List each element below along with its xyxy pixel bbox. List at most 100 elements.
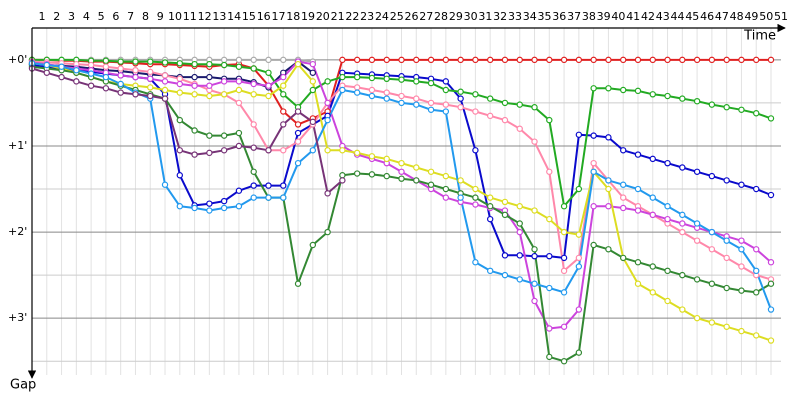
point (206, 60, 213, 68)
point (605, 85, 612, 92)
point (265, 56, 272, 64)
point (664, 203, 671, 210)
point (560, 323, 568, 330)
point (708, 319, 716, 326)
point (560, 254, 568, 262)
point (102, 85, 110, 92)
point (413, 95, 420, 102)
point (590, 241, 597, 249)
point (649, 289, 656, 296)
point (634, 151, 642, 158)
point (383, 95, 390, 102)
point (664, 297, 671, 305)
point (486, 267, 494, 275)
y-tick-label: +0' (8, 53, 27, 66)
point (117, 89, 124, 96)
point (753, 267, 760, 275)
point (531, 207, 538, 214)
point (368, 56, 376, 64)
point (73, 78, 80, 85)
point (339, 73, 346, 81)
point (457, 88, 464, 95)
point (87, 61, 95, 69)
point (560, 56, 568, 64)
point (753, 56, 760, 64)
x-tick-label: 6 (112, 10, 119, 23)
point (664, 215, 671, 223)
point (117, 58, 124, 65)
point (605, 134, 612, 141)
plot-area (28, 56, 775, 365)
point (516, 220, 523, 227)
point (265, 92, 272, 100)
point (575, 349, 583, 356)
x-tick-label: 31 (478, 10, 492, 23)
point (383, 75, 390, 83)
point (132, 73, 139, 81)
x-tick-label: 41 (626, 10, 640, 23)
point (280, 82, 287, 89)
point (679, 164, 686, 171)
point (398, 159, 405, 167)
point (575, 131, 583, 138)
point (620, 254, 627, 262)
point (265, 82, 272, 89)
point (546, 116, 553, 124)
x-tick-label: 33 (508, 10, 522, 23)
point (486, 95, 494, 102)
point (679, 271, 686, 279)
point (383, 56, 390, 64)
point (605, 177, 612, 184)
point (723, 104, 730, 111)
point (235, 78, 243, 85)
x-axis-title: Time (743, 29, 776, 44)
x-tick-label: 22 (345, 10, 359, 23)
point (664, 159, 671, 167)
point (472, 259, 479, 266)
point (516, 203, 523, 210)
point (220, 91, 228, 98)
x-tick-label: 23 (360, 10, 374, 23)
point (486, 112, 494, 120)
point (738, 287, 745, 294)
point (457, 95, 464, 102)
point (708, 172, 716, 180)
point (339, 147, 346, 154)
point (501, 198, 509, 206)
point (590, 132, 597, 139)
x-tick-label: 48 (730, 10, 744, 23)
point (280, 108, 287, 115)
x-tick-label: 15 (242, 10, 256, 23)
x-tick-label: 39 (597, 10, 611, 23)
point (250, 121, 257, 128)
point (161, 59, 169, 66)
point (767, 56, 775, 64)
point (472, 91, 479, 98)
point (161, 86, 169, 94)
point (620, 147, 627, 154)
point (546, 284, 553, 292)
point (265, 147, 272, 154)
point (442, 185, 450, 193)
point (738, 106, 745, 113)
point (767, 259, 775, 266)
point (620, 194, 627, 201)
point (708, 101, 716, 108)
point (58, 63, 65, 70)
x-tick-label: 17 (271, 10, 285, 23)
point (206, 73, 213, 81)
point (723, 284, 730, 292)
point (117, 65, 124, 72)
point (294, 159, 302, 167)
point (649, 91, 656, 98)
point (161, 78, 169, 85)
point (132, 58, 139, 65)
x-tick-label: 20 (316, 10, 330, 23)
point (442, 86, 450, 94)
point (117, 72, 124, 79)
x-tick-label: 46 (700, 10, 714, 23)
point (753, 110, 760, 117)
point (265, 194, 272, 201)
x-tick-label: 8 (142, 10, 149, 23)
point (723, 254, 730, 262)
